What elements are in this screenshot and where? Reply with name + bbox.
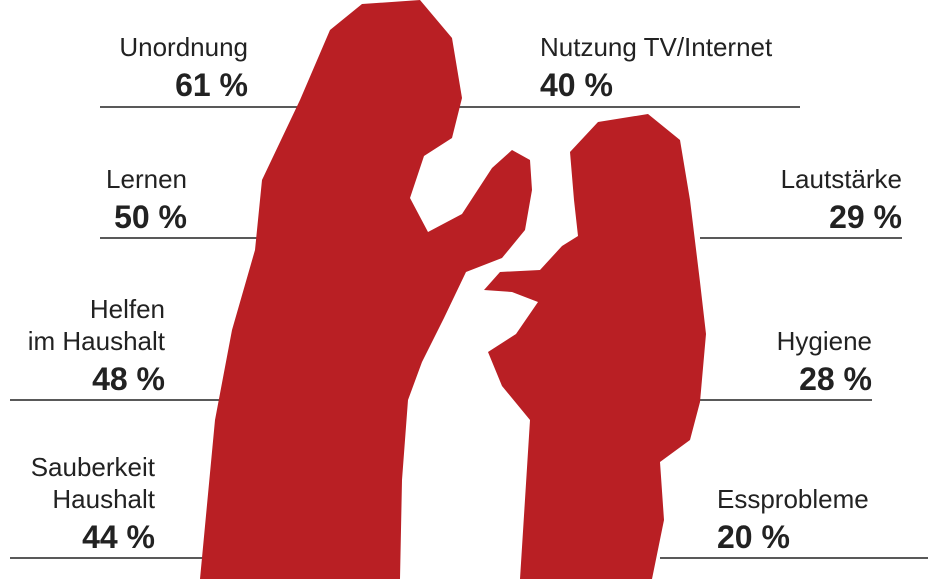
item-label: Nutzung TV/Internet	[540, 32, 773, 62]
item-label: Sauberkeit	[31, 452, 156, 482]
item-label: Essprobleme	[717, 484, 869, 514]
item-label: Helfen	[90, 294, 165, 324]
item-value: 61 %	[175, 67, 248, 103]
item-label: Unordnung	[119, 32, 248, 62]
silhouette-woman-left	[200, 0, 532, 579]
item-label: Haushalt	[52, 484, 155, 514]
item-value: 44 %	[82, 519, 155, 555]
item-label: Hygiene	[777, 326, 872, 356]
item-value: 48 %	[92, 361, 165, 397]
item-value: 40 %	[540, 67, 613, 103]
item-value: 28 %	[799, 361, 872, 397]
item-value: 50 %	[114, 199, 187, 235]
item-label: Lernen	[106, 164, 187, 194]
item-label: Lautstärke	[781, 164, 902, 194]
item-value: 20 %	[717, 519, 790, 555]
item-label: im Haushalt	[28, 326, 166, 356]
items: Unordnung 61 % Nutzung TV/Internet 40 % Lern…	[28, 32, 902, 555]
item-value: 29 %	[829, 199, 902, 235]
infographic: Unordnung 61 % Nutzung TV/Internet 40 % Lern…	[0, 0, 928, 579]
